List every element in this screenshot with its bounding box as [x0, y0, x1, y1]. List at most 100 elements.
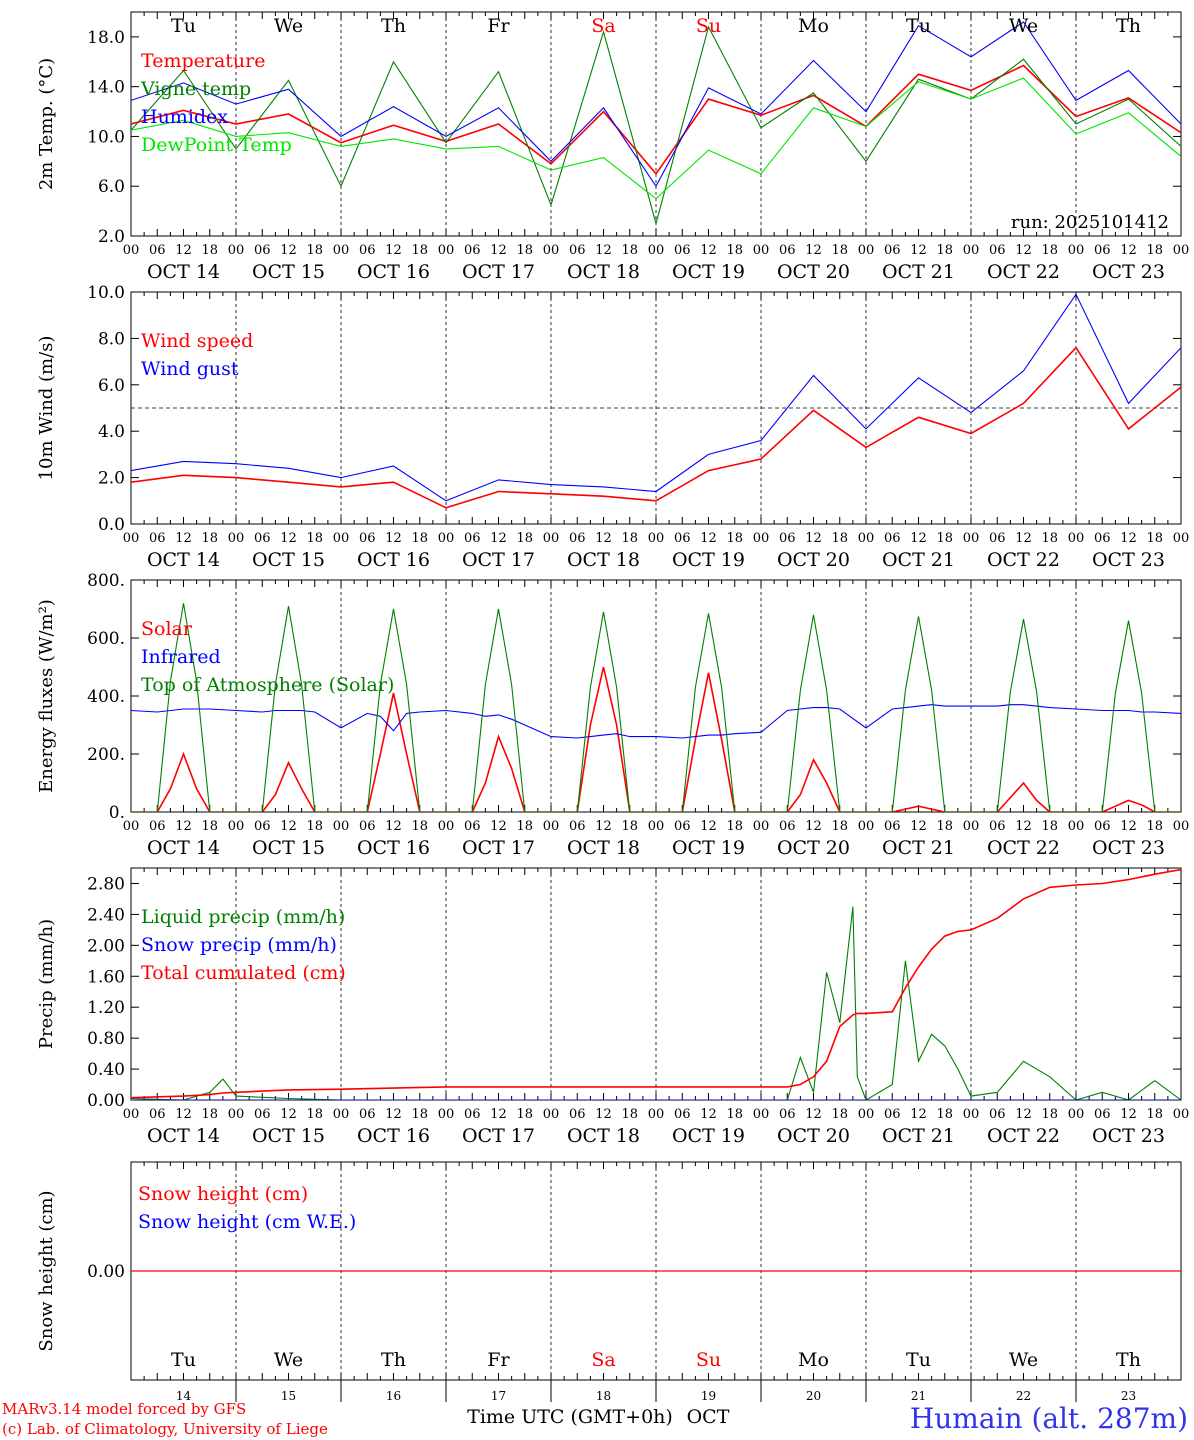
date-label: OCT 16	[357, 261, 430, 283]
hour-tick-label: 18	[306, 1107, 323, 1122]
panel-3: 0. 200. 400. 600. 800. Energy fluxes (W/m²) So…	[36, 571, 1189, 859]
x-axis-month: OCT	[687, 1406, 730, 1428]
day-abbrev: Th	[381, 15, 406, 37]
hour-tick-label: 12	[805, 243, 822, 258]
y-tick-label: 14.0	[87, 78, 125, 98]
hour-tick-label: 00	[333, 243, 350, 258]
series-line	[131, 603, 1181, 812]
hour-tick-label: 18	[831, 1107, 848, 1122]
hour-tick-label: 06	[674, 819, 691, 834]
hour-tick-label: 06	[359, 531, 376, 546]
hour-tick-label: 18	[936, 1107, 953, 1122]
date-label: OCT 16	[357, 549, 430, 571]
date-label: OCT 15	[252, 549, 325, 571]
series-line	[131, 77, 1181, 200]
hour-tick-label: 18	[621, 243, 638, 258]
y-tick-label: 600.	[87, 629, 125, 649]
date-label: OCT 18	[567, 837, 640, 859]
date-label: OCT 22	[987, 1125, 1060, 1147]
date-label: OCT 20	[777, 837, 850, 859]
date-label: OCT 23	[1092, 549, 1165, 571]
y-tick-label: 2.00	[87, 936, 125, 956]
hour-tick-label: 06	[779, 819, 796, 834]
hour-tick-label: 06	[464, 531, 481, 546]
hour-tick-label: 18	[1146, 243, 1163, 258]
hour-tick-label: 06	[359, 1107, 376, 1122]
hour-tick-label: 06	[884, 819, 901, 834]
hour-tick-label: 18	[936, 243, 953, 258]
date-label: OCT 21	[882, 549, 955, 571]
y-axis-label: 10m Wind (m/s)	[36, 336, 57, 481]
series-line	[131, 21, 1181, 188]
hour-tick-label: 18	[306, 243, 323, 258]
date-label: OCT 23	[1092, 837, 1165, 859]
hour-tick-label: 06	[149, 243, 166, 258]
day-abbrev: Tu	[171, 15, 196, 37]
hour-tick-label: 18	[201, 819, 218, 834]
hour-tick-label: 12	[910, 819, 927, 834]
hour-tick-label: 06	[1094, 1107, 1111, 1122]
day-abbrev: Sa	[591, 15, 615, 37]
hour-tick-label: 12	[1015, 531, 1032, 546]
hour-tick-label: 06	[464, 1107, 481, 1122]
day-abbrev: We	[274, 1349, 303, 1371]
hour-tick-label: 12	[1015, 243, 1032, 258]
hour-tick-label: 18	[1041, 819, 1058, 834]
run-annotation: run: 2025101412	[1011, 212, 1169, 233]
date-label: OCT 19	[672, 1125, 745, 1147]
hour-tick-label: 00	[438, 1107, 455, 1122]
day-number: 20	[806, 1389, 821, 1403]
y-tick-label: 0.40	[87, 1060, 125, 1080]
hour-tick-label: 00	[438, 243, 455, 258]
y-tick-label: 18.0	[87, 28, 125, 48]
hour-tick-label: 12	[595, 819, 612, 834]
hour-tick-label: 12	[595, 1107, 612, 1122]
hour-tick-label: 06	[359, 819, 376, 834]
hour-tick-label: 00	[1173, 1107, 1190, 1122]
legend-entry: DewPoint Temp	[141, 134, 292, 156]
hour-tick-label: 06	[149, 1107, 166, 1122]
hour-tick-label: 06	[674, 1107, 691, 1122]
y-tick-label: 4.0	[98, 422, 125, 442]
hour-tick-label: 00	[1068, 243, 1085, 258]
series-line	[131, 666, 1181, 812]
date-label: OCT 17	[462, 261, 535, 283]
date-label: OCT 18	[567, 549, 640, 571]
y-tick-label: 6.0	[98, 177, 125, 197]
hour-tick-label: 00	[963, 531, 980, 546]
hour-tick-label: 18	[201, 243, 218, 258]
y-tick-label: 2.40	[87, 905, 125, 925]
y-tick-label: 8.0	[98, 329, 125, 349]
hour-tick-label: 00	[333, 819, 350, 834]
hour-tick-label: 18	[1041, 1107, 1058, 1122]
hour-tick-label: 00	[858, 243, 875, 258]
day-abbrev: Mo	[798, 1349, 829, 1371]
y-tick-label: 0.80	[87, 1029, 125, 1049]
day-abbrev: Fr	[487, 1349, 510, 1371]
y-tick-label: 2.0	[98, 469, 125, 489]
hour-tick-label: 18	[306, 819, 323, 834]
hour-tick-label: 06	[884, 531, 901, 546]
hour-tick-label: 00	[858, 531, 875, 546]
hour-tick-label: 00	[438, 819, 455, 834]
hour-tick-label: 18	[831, 531, 848, 546]
day-number: 15	[281, 1389, 296, 1403]
hour-tick-label: 12	[280, 1107, 297, 1122]
hour-tick-label: 06	[1094, 243, 1111, 258]
hour-tick-label: 00	[1173, 243, 1190, 258]
date-label: OCT 20	[777, 261, 850, 283]
hour-tick-label: 12	[1120, 819, 1137, 834]
day-abbrev: We	[274, 15, 303, 37]
day-abbrev: Su	[696, 1349, 721, 1371]
day-abbrev: Su	[696, 15, 721, 37]
y-axis-label: 2m Temp. (°C)	[36, 58, 57, 190]
hour-tick-label: 18	[516, 819, 533, 834]
hour-tick-label: 12	[910, 1107, 927, 1122]
hour-tick-label: 06	[674, 531, 691, 546]
y-tick-label: 0.00	[87, 1091, 125, 1111]
hour-tick-label: 12	[595, 243, 612, 258]
date-label: OCT 19	[672, 837, 745, 859]
day-number: 19	[701, 1389, 716, 1403]
hour-tick-label: 12	[805, 1107, 822, 1122]
hour-tick-label: 18	[726, 531, 743, 546]
